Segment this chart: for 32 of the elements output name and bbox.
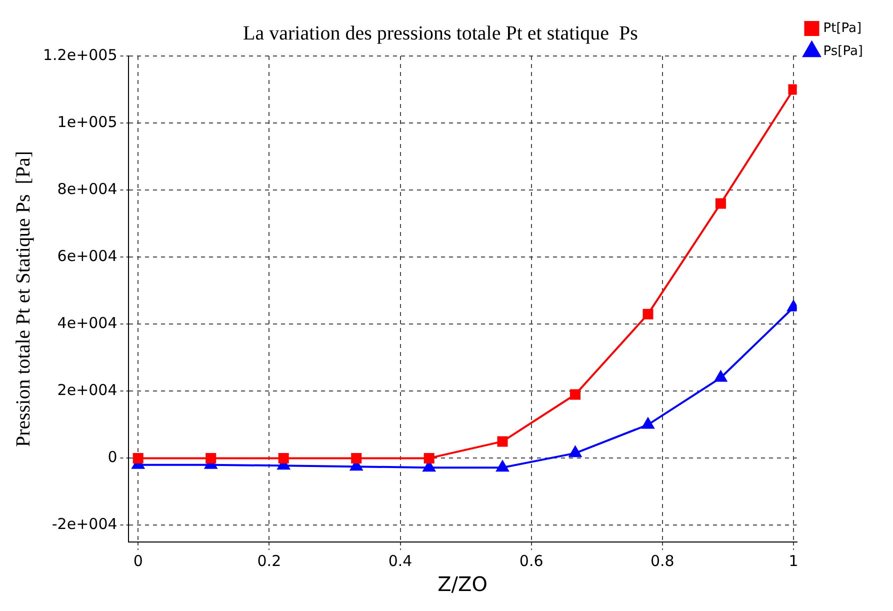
chart-title: La variation des pressions totale Pt et statique Ps xyxy=(243,22,638,44)
y-tick-label: 1.2e+005 xyxy=(42,46,118,64)
y-axis-title: Pression totale Pt et Statique Ps [Pa] xyxy=(12,150,34,448)
x-axis-title: Z/ZO xyxy=(438,572,488,596)
point xyxy=(424,452,434,464)
point xyxy=(497,436,508,447)
point xyxy=(206,452,216,464)
x-tick-label: 0.6 xyxy=(519,552,544,570)
point xyxy=(570,389,580,400)
x-tick-label: 0 xyxy=(133,552,143,570)
x-tick-label: 0.4 xyxy=(388,552,412,570)
point xyxy=(496,460,509,472)
x-tick-label: 0.2 xyxy=(257,552,282,570)
point xyxy=(569,446,582,458)
y-tick-label: 2e+004 xyxy=(57,381,118,400)
y-tick-label: 0 xyxy=(108,448,118,466)
point xyxy=(642,418,654,429)
point xyxy=(714,370,727,382)
y-tick-label: 8e+004 xyxy=(57,180,118,198)
legend-label: Pt[Pa] xyxy=(823,20,862,36)
point xyxy=(278,452,289,464)
point xyxy=(351,452,362,464)
y-tick-label: 6e+004 xyxy=(57,246,118,265)
x-tick-label: 1 xyxy=(788,552,798,570)
x-tick-label: 0.8 xyxy=(650,552,674,570)
point xyxy=(715,198,726,209)
point xyxy=(132,452,144,464)
y-tick-label: 1e+005 xyxy=(57,112,118,131)
y-tick-label: -2e+004 xyxy=(52,515,118,534)
point xyxy=(642,308,654,320)
y-tick-label: 4e+004 xyxy=(57,314,118,332)
legend-label: Ps[Pa] xyxy=(823,44,863,59)
